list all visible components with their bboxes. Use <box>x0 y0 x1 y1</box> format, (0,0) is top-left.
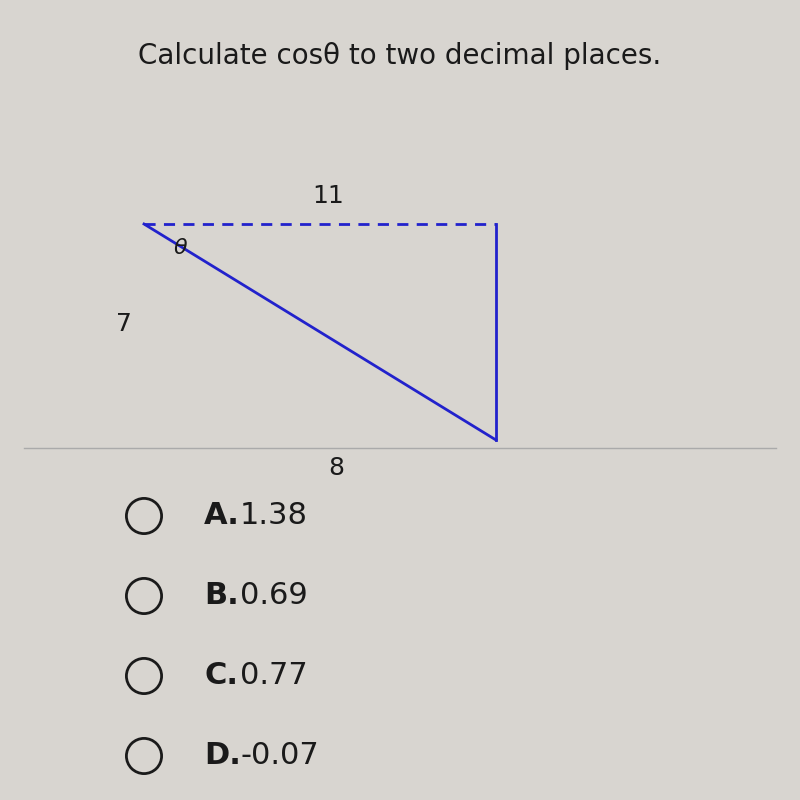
Text: B.: B. <box>204 582 238 610</box>
Text: D.: D. <box>204 742 241 770</box>
Text: 1.38: 1.38 <box>240 502 308 530</box>
Text: θ: θ <box>173 238 187 258</box>
Text: A.: A. <box>204 502 240 530</box>
Text: C.: C. <box>204 662 238 690</box>
Text: 0.69: 0.69 <box>240 582 308 610</box>
Text: 11: 11 <box>312 184 344 208</box>
Text: 0.77: 0.77 <box>240 662 308 690</box>
Text: Calculate cosθ to two decimal places.: Calculate cosθ to two decimal places. <box>138 42 662 70</box>
Text: 7: 7 <box>116 312 132 336</box>
Text: -0.07: -0.07 <box>240 742 318 770</box>
Text: 8: 8 <box>328 456 344 480</box>
